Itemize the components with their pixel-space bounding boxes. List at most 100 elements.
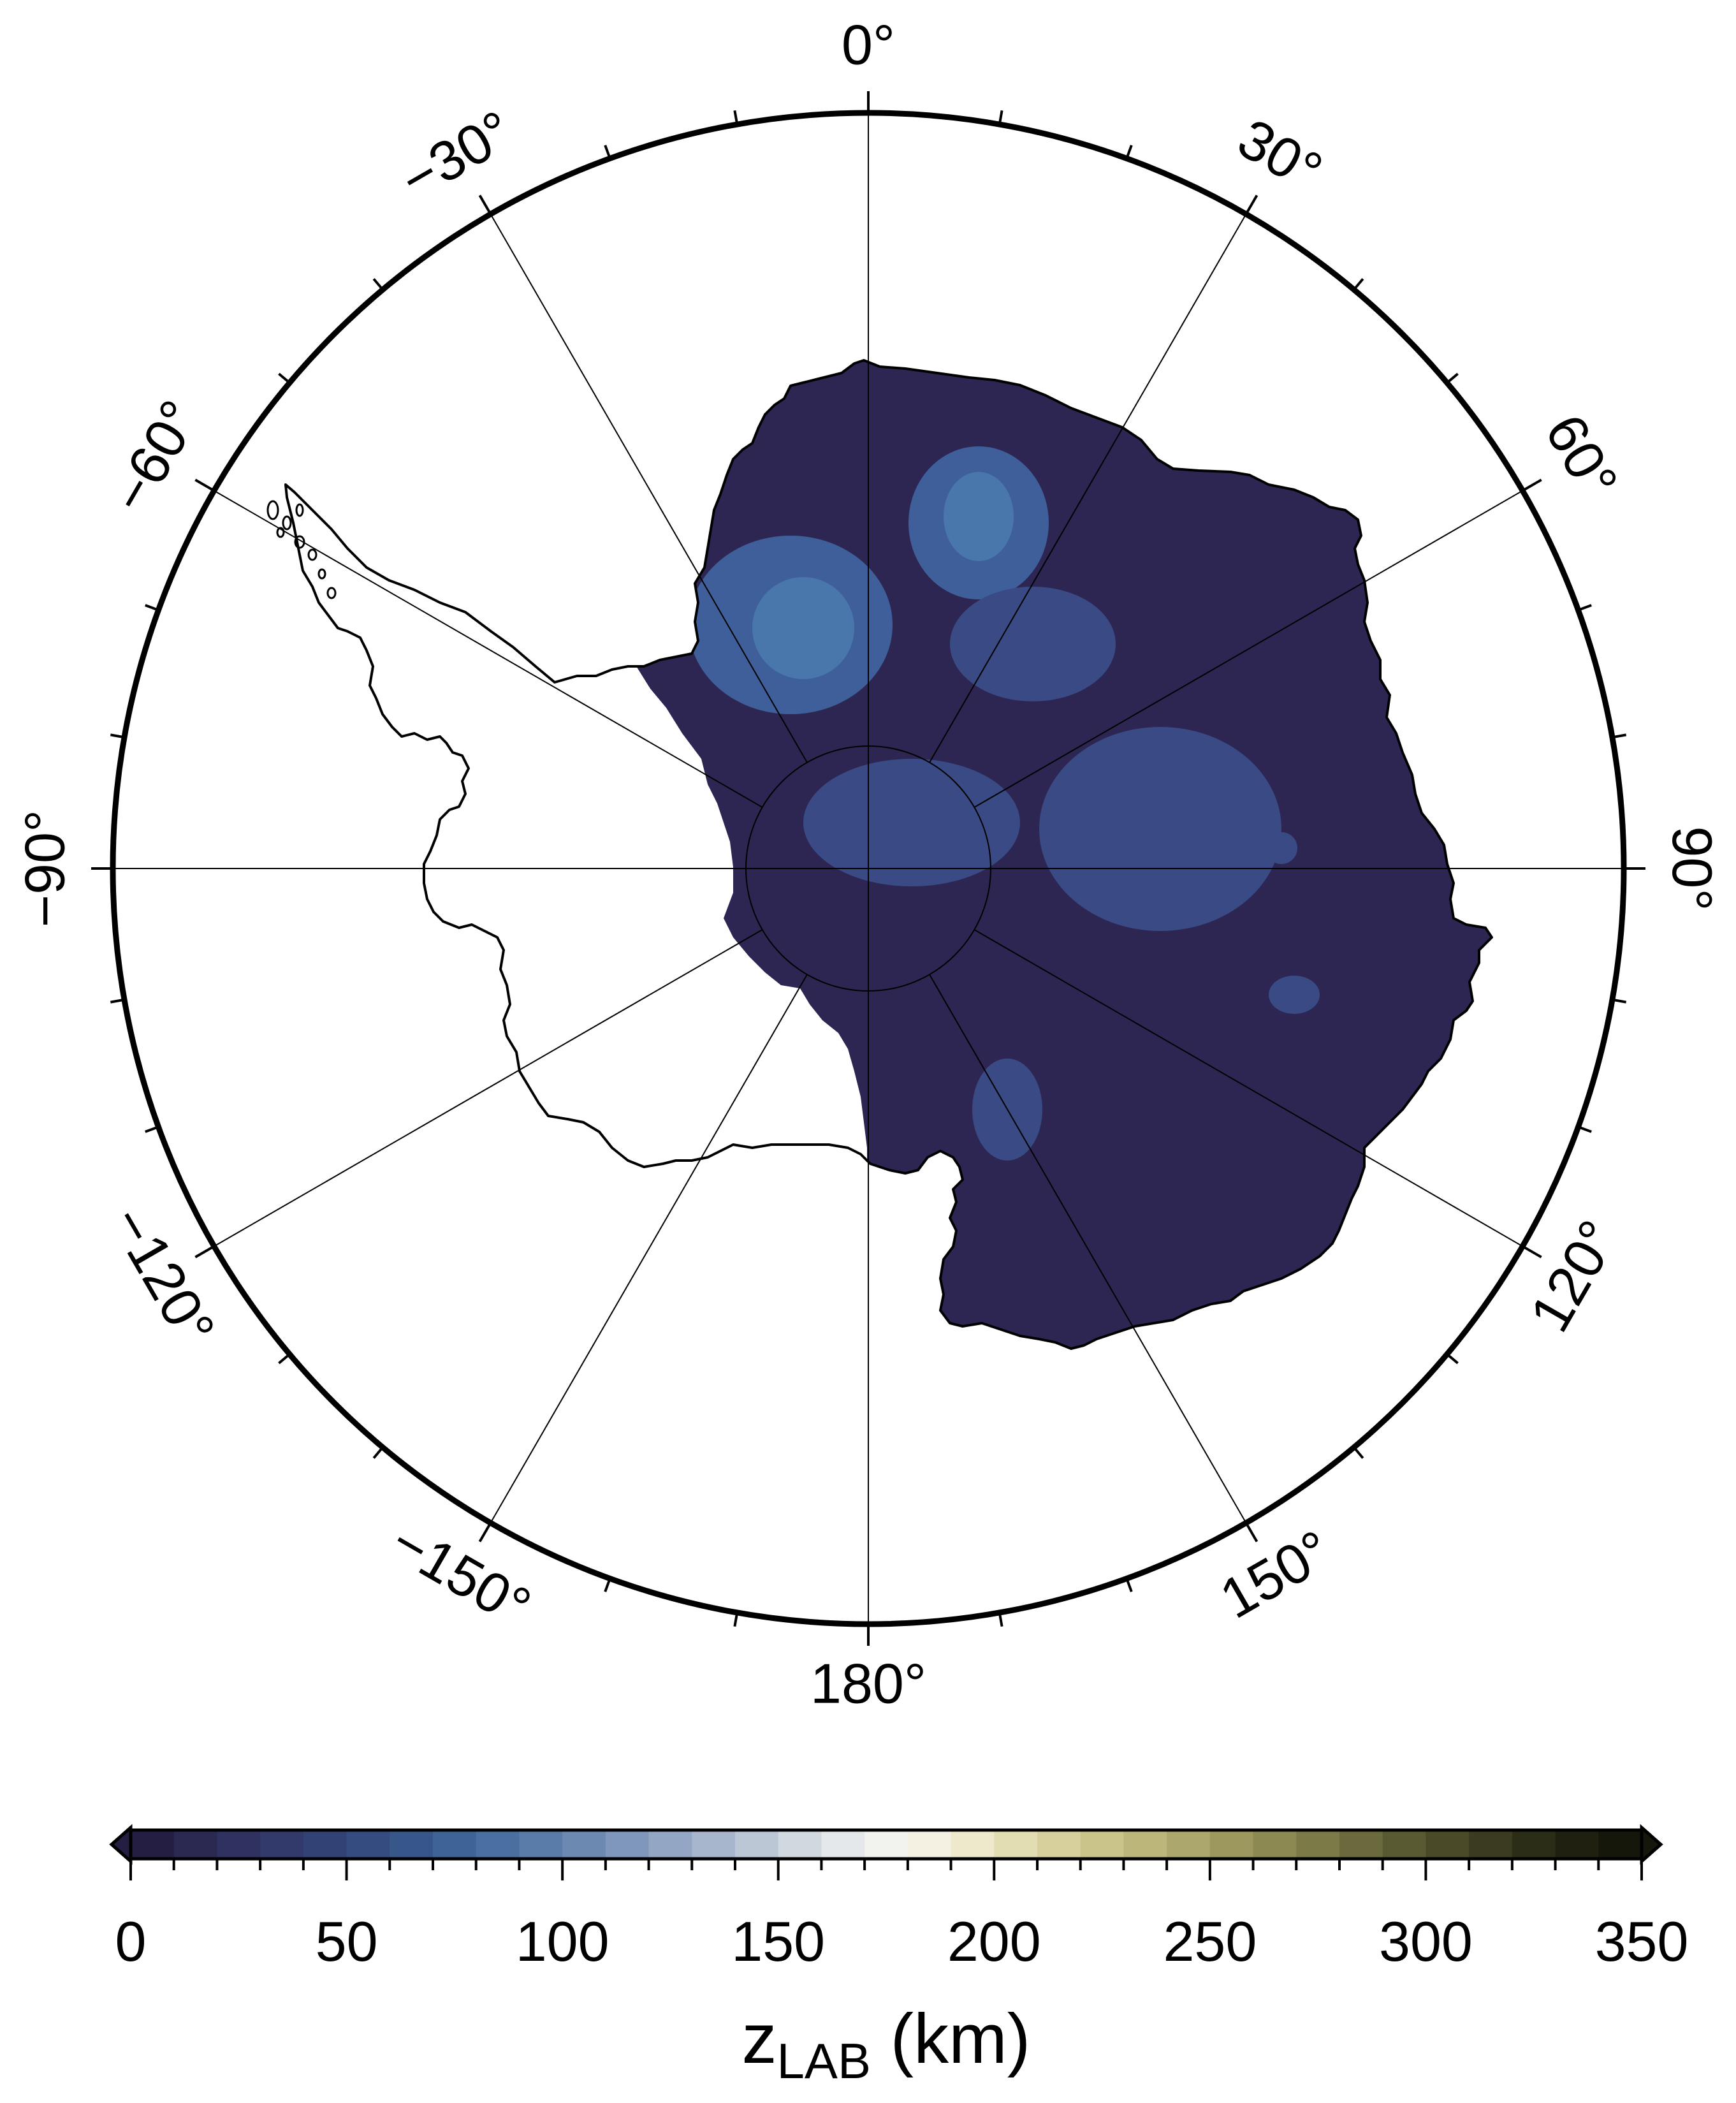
frame-tick [1522,478,1542,492]
colorbar-swatch [1555,1830,1599,1859]
frame-tick [110,998,125,1004]
antarctica-coastline [284,359,1493,1350]
colorbar-swatch [907,1830,952,1859]
colorbar-swatch [994,1830,1038,1859]
frame-tick [733,1612,739,1627]
colorbar-ticks [129,1859,1643,1880]
frame-tick [1353,278,1364,291]
colorbar-swatch [1512,1830,1556,1859]
frame-tick [1612,733,1627,739]
frame-tick [1612,998,1627,1004]
colorbar-swatch [390,1830,434,1859]
lab-anomaly-dome-a [803,759,1020,886]
frame-tick [145,1125,159,1133]
colorbar-swatch [1382,1830,1427,1859]
island-outline [295,503,304,517]
latitude-circle [745,745,991,992]
colorbar-tick-label: 150 [731,1910,825,1973]
colorbar-swatch [131,1830,175,1859]
colorbar-under-triangle [109,1824,133,1865]
colorbar-swatch [648,1830,692,1859]
frame-tick [998,1612,1003,1627]
meridian-line [929,214,1247,763]
island-outline [276,527,285,538]
colorbar-swatch [735,1830,779,1859]
peninsula-islands [266,500,337,599]
frame-tick [1446,372,1459,384]
meridian-line [974,929,1523,1247]
frame-tick [1244,194,1258,215]
colorbar-swatch [692,1830,736,1859]
colorbar-swatch [778,1830,822,1859]
frame-tick [194,478,215,492]
colorbar-border [129,1828,1644,1861]
colorbar-tick-labels: 0 50 100 150 200 250 300 350 [115,1910,1689,1973]
lab-anomaly-lambert [1039,727,1281,931]
island-outline [266,500,279,520]
frame-tick [1522,1245,1542,1259]
colorbar-swatch [346,1830,390,1859]
frame-tick [604,145,611,159]
lab-anomaly-dronning-maud-core [944,472,1014,561]
colorbar-title: zLAB (km) [742,2000,1031,2089]
colorbar-swatch [1469,1830,1513,1859]
frame-tick [278,372,291,384]
longitude-label: 60° [1533,404,1630,509]
colorbar-swatch [562,1830,606,1859]
lab-anomaly-coats-land-core [752,577,854,679]
frame-tick [478,194,492,215]
frame-tick [733,110,739,125]
longitude-label: 180° [810,1652,926,1715]
frame-tick [1244,1522,1258,1542]
colorbar-swatch [1598,1830,1642,1859]
meridian-line [214,929,763,1247]
colorbar-swatch [1253,1830,1297,1859]
colorbar-swatch [217,1830,261,1859]
longitude-label: −120° [98,1196,227,1356]
island-outline [317,568,326,580]
island-outline [282,515,292,531]
longitude-label: 90° [1661,826,1724,911]
colorbar-tick-label: 200 [947,1910,1041,1973]
longitude-label: 0° [842,13,895,76]
colorbar-swatch [1123,1830,1167,1859]
colorbar-over-triangle [1640,1824,1663,1865]
lab-anomaly-enderby [950,587,1116,701]
frame-tick [110,733,125,739]
colorbar-swatch [173,1830,218,1859]
frame-tick [1353,1446,1364,1459]
frame-tick [372,1446,384,1459]
frame-tick [1577,604,1592,612]
frame-ticks [91,91,1645,1646]
colorbar-swatch [433,1830,477,1859]
island-outline [307,548,317,561]
meridian-line [214,490,763,808]
meridian-gridlines [113,113,1624,1624]
colorbar-swatch [864,1830,908,1859]
colorbar-swatches [131,1830,1642,1859]
colorbar-swatch [1296,1830,1340,1859]
colorbar-title-unit: (km) [871,2000,1030,2078]
longitude-label: −150° [381,1509,541,1638]
frame-tick [998,110,1003,125]
lab-anomaly-small-east [1269,976,1320,1014]
island-outline [326,587,337,599]
colorbar-swatch [1080,1830,1125,1859]
frame-tick [604,1578,611,1592]
colorbar-swatch [605,1830,650,1859]
meridian-line [974,490,1523,808]
colorbar-tick-label: 100 [516,1910,609,1973]
colorbar-title-main: z [742,2000,777,2078]
colorbar-swatch [476,1830,520,1859]
colorbar-swatch [1209,1830,1254,1859]
meridian-line [490,214,808,763]
colorbar-swatch [260,1830,304,1859]
frame-tick [1125,145,1133,159]
meridian-line [490,974,808,1523]
colorbar-tick-label: 50 [316,1910,378,1973]
colorbar-swatch [951,1830,995,1859]
colorbar-tick-label: 350 [1595,1910,1689,1973]
colorbar-tick-label: 300 [1379,1910,1473,1973]
colorbar-swatch [1426,1830,1470,1859]
